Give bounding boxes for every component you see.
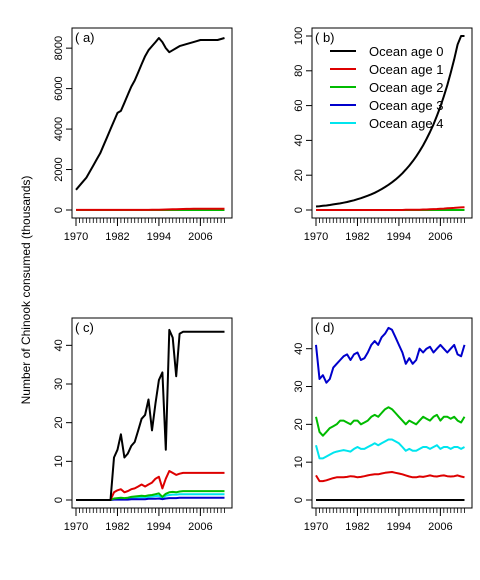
panel-label-c: ( c) [75, 320, 94, 335]
y-tick-label-b: 100 [293, 27, 305, 45]
y-tick-label-b: 40 [293, 134, 305, 146]
y-tick-label-c: 30 [53, 378, 65, 390]
y-tick-label-d: 0 [293, 497, 305, 503]
x-tick-label-a: 1982 [105, 231, 129, 243]
series-line-a-ocean-age-1 [76, 207, 225, 211]
y-tick-label-a: 6000 [53, 76, 65, 100]
y-tick-label-c: 40 [53, 339, 65, 351]
x-tick-label-b: 1982 [345, 231, 369, 243]
x-tick-label-a: 2006 [188, 231, 212, 243]
y-tick-label-a: 4000 [53, 117, 65, 141]
y-tick-label-b: 0 [293, 207, 305, 213]
y-tick-label-c: 20 [53, 417, 65, 429]
x-tick-label-d: 2006 [428, 521, 452, 533]
x-tick-label-d: 1970 [304, 521, 328, 533]
legend-entry-2: Ocean age 2 [369, 80, 443, 95]
y-tick-label-a: 2000 [53, 157, 65, 181]
x-tick-label-b: 1994 [387, 231, 411, 243]
y-tick-label-b: 60 [293, 99, 305, 111]
y-tick-label-d: 30 [293, 380, 305, 392]
x-tick-label-a: 1970 [64, 231, 88, 243]
x-tick-label-b: 2006 [428, 231, 452, 243]
x-tick-label-d: 1982 [345, 521, 369, 533]
y-tick-label-d: 40 [293, 343, 305, 355]
y-tick-label-d: 20 [293, 418, 305, 430]
panel-label-a: ( a) [75, 30, 95, 45]
x-tick-label-d: 1994 [387, 521, 411, 533]
series-line-c-ocean-age-0 [76, 328, 225, 501]
legend-entry-4: Ocean age 4 [369, 116, 443, 131]
y-axis-label: Number of Chinook consumed (thousands) [19, 176, 33, 405]
plot-frame-c [71, 317, 233, 509]
y-tick-label-c: 10 [53, 455, 65, 467]
legend-entry-3: Ocean age 3 [369, 98, 443, 113]
x-tick-label-c: 2006 [188, 521, 212, 533]
y-tick-label-b: 20 [293, 169, 305, 181]
series-line-a-ocean-age-0 [75, 37, 225, 191]
y-tick-label-a: 8000 [53, 36, 65, 60]
series-line-b-ocean-age-0 [315, 35, 465, 208]
y-tick-label-c: 0 [53, 497, 65, 503]
x-tick-label-c: 1994 [147, 521, 171, 533]
series-line-d-ocean-age-3 [315, 326, 466, 384]
series-line-d-ocean-age-1 [315, 471, 465, 483]
x-tick-label-c: 1982 [105, 521, 129, 533]
y-tick-label-b: 80 [293, 65, 305, 77]
series-line-b-ocean-age-1 [316, 206, 465, 211]
legend-entry-1: Ocean age 1 [369, 62, 443, 77]
x-tick-label-a: 1994 [147, 231, 171, 243]
series-line-d-ocean-age-2 [315, 406, 466, 437]
series-line-d-ocean-age-4 [315, 438, 465, 460]
plot-frame-d [311, 317, 473, 509]
x-tick-label-b: 1970 [304, 231, 328, 243]
panel-label-b: ( b) [315, 30, 335, 45]
legend-entry-0: Ocean age 0 [369, 44, 443, 59]
panel-label-d: ( d) [315, 320, 335, 335]
plot-frame-a [71, 27, 233, 219]
y-tick-label-a: 0 [53, 207, 65, 213]
y-tick-label-d: 10 [293, 456, 305, 468]
x-tick-label-c: 1970 [64, 521, 88, 533]
